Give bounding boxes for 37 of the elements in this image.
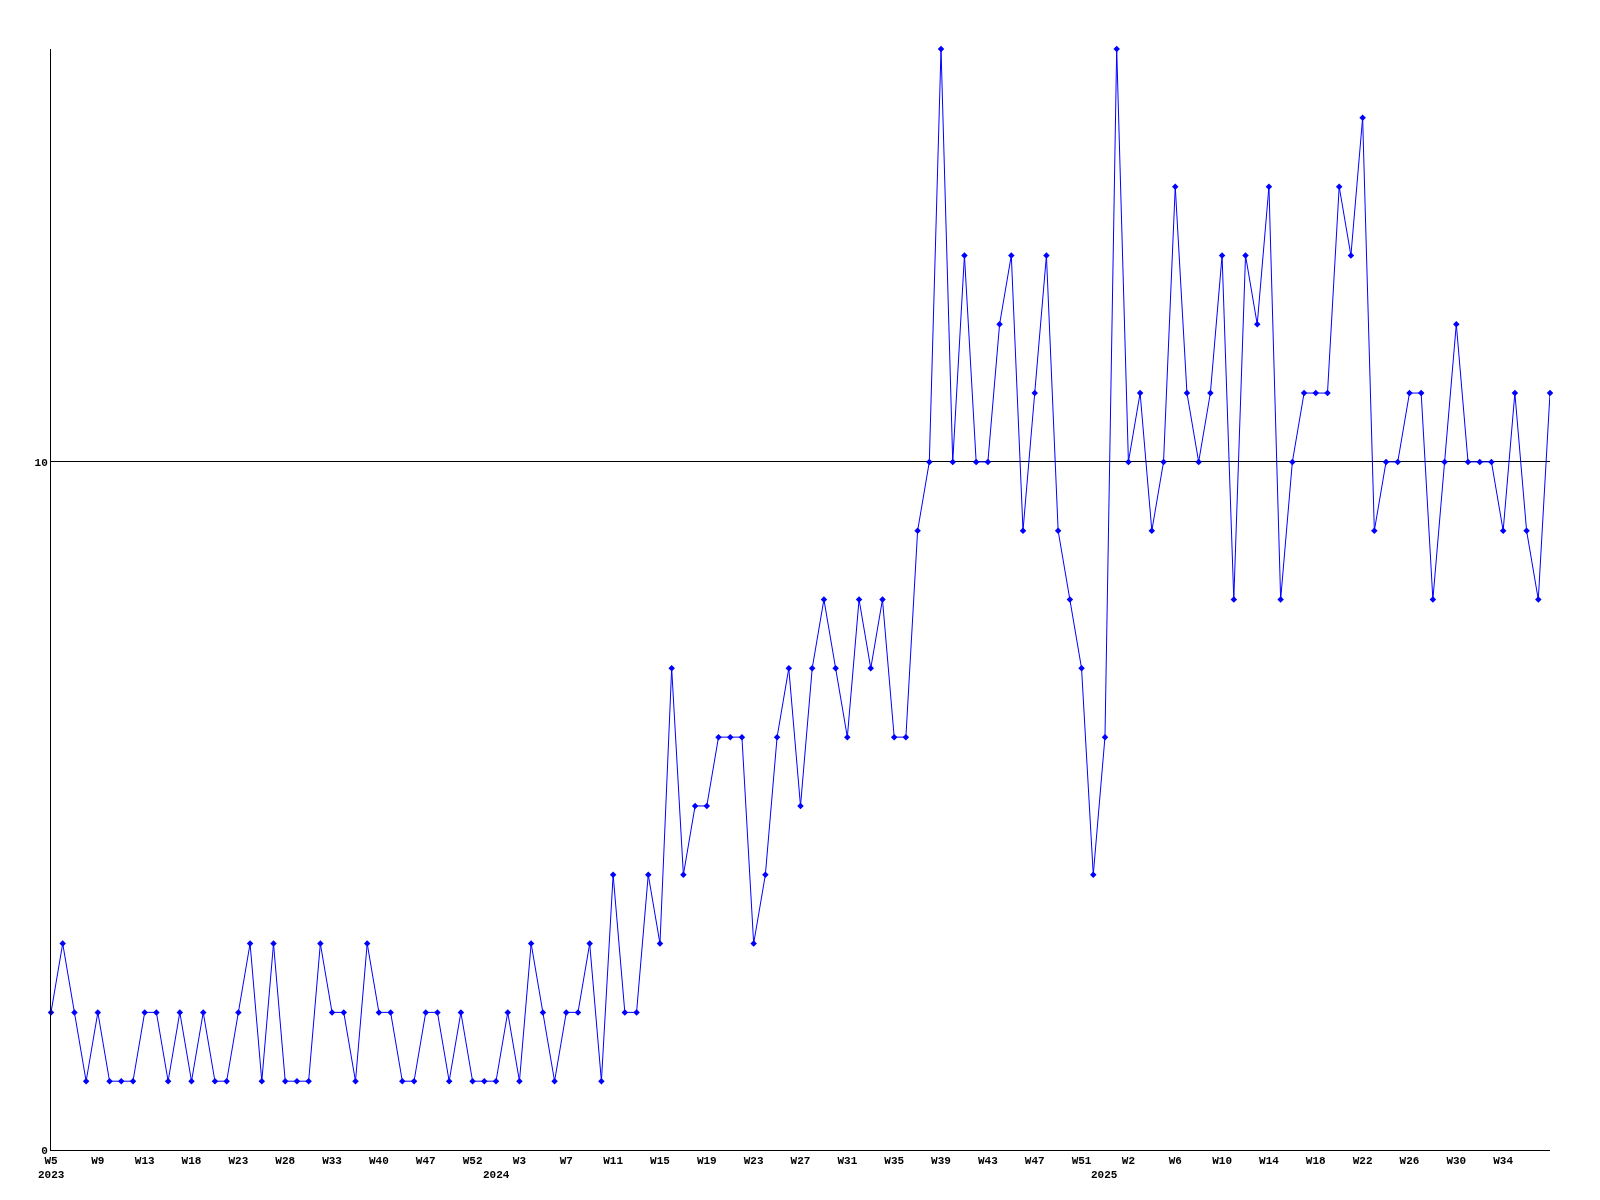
x-tick-label: W40 [369, 1155, 389, 1168]
x-tick-label: W7 [559, 1155, 573, 1168]
x-tick-label: W35 [884, 1155, 905, 1168]
x-tick-label: W10 [1212, 1155, 1232, 1168]
x-tick-label: W9 [91, 1155, 105, 1168]
x-tick-label: W33 [322, 1155, 343, 1168]
x-tick-label: W14 [1259, 1155, 1280, 1168]
x-tick-label: W39 [931, 1155, 951, 1168]
x-tick-label: W13 [134, 1155, 155, 1168]
y-tick-label: 0 [41, 1144, 48, 1157]
x-tick-label: W15 [650, 1155, 671, 1168]
x-tick-label: W30 [1446, 1155, 1467, 1168]
x-tick-label: W2 [1121, 1155, 1136, 1168]
x-tick-label: W11 [603, 1155, 624, 1168]
text: 2023 [38, 1169, 65, 1181]
x-tick-label: W22 [1352, 1155, 1373, 1168]
x-tick-label: W28 [275, 1155, 296, 1168]
x-tick-label: W18 [181, 1155, 202, 1168]
x-tick-label: W23 [228, 1155, 249, 1168]
x-tick-label: W34 [1493, 1155, 1514, 1168]
text: 2024 [483, 1169, 510, 1181]
x-tick-label: W47 [1024, 1155, 1045, 1168]
x-tick-label: W18 [1305, 1155, 1327, 1168]
x-tick-label: W26 [1399, 1155, 1420, 1168]
x-tick-label: W27 [790, 1155, 811, 1168]
x-tick-label: W51 [1071, 1155, 1092, 1168]
x-tick-label: W52 [462, 1155, 483, 1168]
x-tick-label: W3 [512, 1155, 527, 1168]
x-tick-label: W43 [977, 1155, 999, 1168]
x-tick-label: W5 [44, 1155, 58, 1168]
y-tick-label: 10 [34, 456, 48, 469]
x-tick-label: W47 [415, 1155, 436, 1168]
x-tick-label: W31 [837, 1155, 858, 1168]
x-tick-label: W19 [696, 1155, 717, 1168]
x-tick-label: W6 [1168, 1155, 1182, 1168]
text: 2025 [1091, 1169, 1118, 1181]
x-tick-label: W23 [743, 1155, 764, 1168]
